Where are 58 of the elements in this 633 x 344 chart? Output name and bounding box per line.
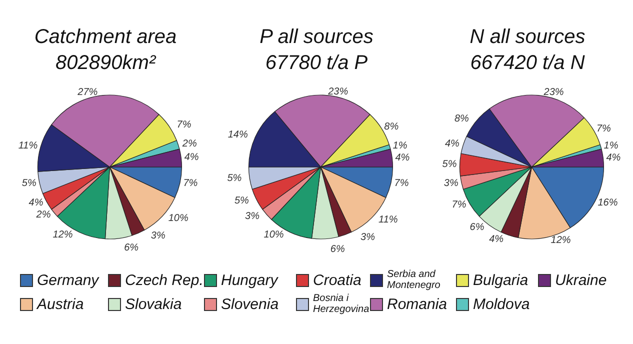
data-label: 23% [542, 86, 564, 98]
data-label: 10% [264, 229, 284, 240]
data-label: 3% [245, 211, 260, 222]
chart-subtitle: 67780 t/a P [265, 52, 368, 74]
data-label: 4% [489, 234, 504, 246]
data-label: 3% [360, 232, 376, 244]
legend-label: Czech Rep. [125, 272, 204, 288]
data-label: 3% [150, 230, 166, 242]
data-label: 14% [228, 130, 248, 141]
legend-label: Serbia and Montenegro [387, 269, 442, 291]
data-label: 27% [76, 86, 98, 98]
data-label: 7% [452, 200, 466, 211]
data-label: 7% [394, 178, 409, 189]
data-label: 4% [606, 152, 621, 164]
legend-label: Slovenia [221, 296, 279, 312]
data-label: 7% [596, 123, 612, 134]
legend-label: Romania [387, 296, 448, 312]
chart-title: Catchment area [34, 26, 177, 48]
data-label: 7% [183, 178, 198, 189]
data-label: 8% [454, 114, 470, 125]
legend-label: Slovakia [125, 296, 182, 312]
data-label: 6% [470, 222, 484, 234]
chart-subtitle: 667420 t/a N [470, 52, 586, 74]
data-label: 16% [598, 198, 618, 209]
legend-label: Ukraine [555, 272, 607, 288]
legend-label: Austria [37, 296, 84, 312]
data-label: 1% [604, 140, 618, 152]
legend-label: Bulgaria [473, 272, 528, 288]
data-label: 2% [35, 210, 51, 221]
data-label: 5% [227, 173, 242, 184]
legend-label: Moldova [473, 296, 530, 312]
legend-label: Germany [37, 272, 99, 288]
data-label: 6% [330, 244, 345, 256]
chart-title: N all sources [470, 26, 586, 48]
data-label: 1% [392, 140, 408, 152]
data-label: 4% [28, 198, 44, 209]
legend-label: Bosnia i Herzegovina [313, 293, 370, 315]
data-label: 12% [52, 229, 73, 240]
data-label: 2% [181, 138, 197, 150]
data-label: 7% [176, 119, 192, 130]
data-label: 4% [395, 152, 410, 164]
data-label: 3% [444, 178, 458, 189]
data-label: 8% [384, 121, 399, 132]
data-label: 4% [444, 138, 460, 150]
data-label: 11% [378, 214, 398, 226]
legend-label: Croatia [313, 272, 362, 288]
data-label: 5% [234, 196, 250, 207]
chart-subtitle: 802890km² [55, 52, 157, 74]
data-label: 4% [184, 152, 199, 164]
data-label: 12% [550, 235, 571, 246]
data-label: 5% [22, 178, 36, 189]
data-label: 11% [18, 140, 38, 152]
data-label: 6% [124, 242, 139, 254]
data-label: 10% [168, 212, 188, 224]
data-label: 5% [442, 159, 457, 170]
data-label: 23% [327, 86, 348, 98]
legend-label: Hungary [221, 272, 278, 288]
chart-title: P all sources [260, 26, 374, 48]
